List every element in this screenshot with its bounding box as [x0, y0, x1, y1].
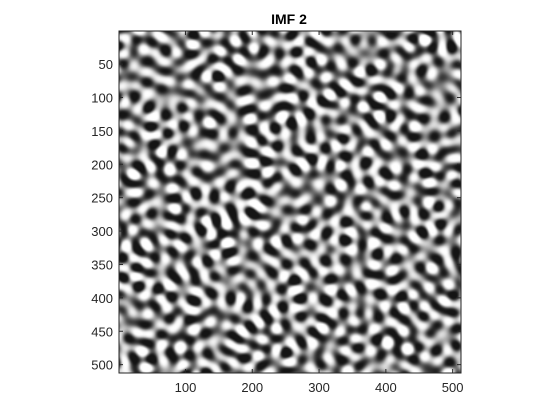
y-tick-label: 50: [99, 57, 113, 72]
x-tick-label: 200: [241, 380, 263, 395]
y-axis: 50 100 150 200 250 300 350 400 450 500: [91, 57, 461, 373]
x-tick-label: 500: [442, 380, 464, 395]
plot-area: [119, 31, 461, 373]
y-tick-label: 150: [91, 124, 113, 139]
y-tick-label: 200: [91, 157, 113, 172]
axes-box: [118, 30, 462, 374]
x-tick-label: 400: [375, 380, 397, 395]
y-tick-label: 250: [91, 191, 113, 206]
x-tick-label: 300: [308, 380, 330, 395]
chart-title: IMF 2: [271, 11, 307, 27]
x-tick-label: 100: [175, 380, 197, 395]
heatmap-image: [119, 31, 461, 373]
y-tick-label: 400: [91, 291, 113, 306]
y-tick-label: 300: [91, 224, 113, 239]
x-axis: 100 200 300 400 500: [175, 31, 464, 395]
y-tick-label: 450: [91, 324, 113, 339]
y-tick-label: 500: [91, 358, 113, 373]
y-tick-label: 350: [91, 257, 113, 272]
y-tick-label: 100: [91, 90, 113, 105]
